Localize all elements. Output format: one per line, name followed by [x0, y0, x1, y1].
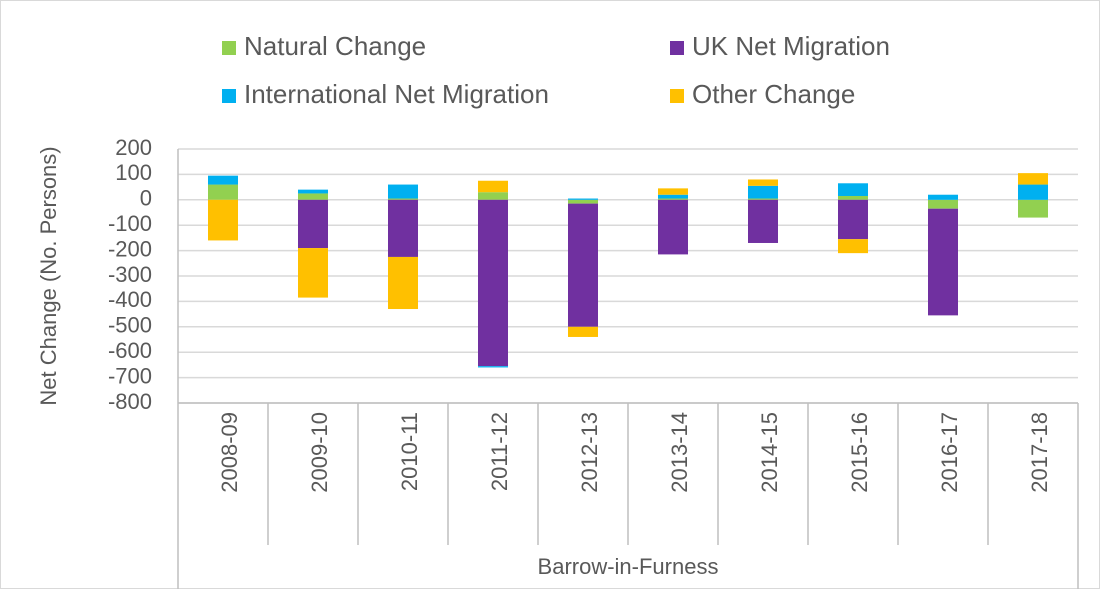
bar-segment — [658, 198, 688, 200]
bar-segment — [298, 189, 328, 194]
bar-segment — [478, 192, 508, 200]
bar-segment — [388, 198, 418, 200]
y-tick-label: -700 — [108, 363, 152, 388]
y-tick-label: 0 — [140, 186, 152, 211]
bar-segment — [568, 199, 598, 204]
bar-segment — [298, 248, 328, 298]
bar-segment — [568, 326, 598, 337]
bar-segment — [1018, 184, 1048, 200]
x-tick-label: 2013-14 — [667, 412, 692, 493]
bar-segment — [748, 179, 778, 186]
legend-label: Other Change — [692, 79, 855, 109]
legend-swatch — [222, 41, 236, 55]
bar-segment — [388, 184, 418, 199]
group-label: Barrow-in-Furness — [538, 554, 719, 579]
bar-segment — [748, 198, 778, 200]
y-tick-label: 200 — [115, 135, 152, 160]
bar-segment — [478, 199, 508, 367]
x-tick-label: 2017-18 — [1027, 412, 1052, 493]
bar-segment — [298, 199, 328, 249]
bar-segment — [1018, 173, 1048, 185]
bar-segment — [478, 366, 508, 368]
x-tick-label: 2012-13 — [577, 412, 602, 493]
bar-segment — [208, 175, 238, 185]
bar-segment — [748, 199, 778, 243]
y-tick-label: -200 — [108, 236, 152, 261]
bar-segment — [298, 193, 328, 200]
bar-segment — [208, 199, 238, 241]
y-tick-label: -500 — [108, 313, 152, 338]
y-tick-label: -300 — [108, 262, 152, 287]
y-tick-label: -600 — [108, 338, 152, 363]
bar-segment — [568, 203, 598, 327]
x-tick-label: 2015-16 — [847, 412, 872, 493]
bar-segment — [208, 184, 238, 200]
bar-segment — [1018, 199, 1048, 218]
bar-segment — [658, 194, 688, 199]
legend-swatch — [222, 89, 236, 103]
y-tick-label: -800 — [108, 389, 152, 414]
bar-segment — [838, 239, 868, 254]
bar-segment — [838, 199, 868, 240]
bar-segment — [478, 180, 508, 193]
x-tick-label: 2008-09 — [217, 412, 242, 493]
bar-segment — [658, 188, 688, 195]
bar-segment — [388, 199, 418, 257]
legend-label: Natural Change — [244, 31, 426, 61]
bar-segment — [388, 256, 418, 310]
x-tick-label: 2011-12 — [487, 412, 512, 491]
legend-label: International Net Migration — [244, 79, 549, 109]
y-tick-label: 100 — [115, 160, 152, 185]
bar-segment — [928, 194, 958, 200]
legend-swatch — [670, 41, 684, 55]
bar-segment — [748, 185, 778, 199]
bar-segment — [928, 208, 958, 316]
legend-label: UK Net Migration — [692, 31, 890, 61]
x-tick-label: 2009-10 — [307, 412, 332, 493]
y-tick-label: -400 — [108, 287, 152, 312]
bar-segment — [658, 199, 688, 255]
legend-swatch — [670, 89, 684, 103]
bar-segment — [838, 195, 868, 200]
y-axis-title: Net Change (No. Persons) — [36, 146, 61, 405]
y-tick-label: -100 — [108, 211, 152, 236]
x-tick-label: 2016-17 — [937, 412, 962, 493]
bar-segment — [928, 199, 958, 209]
x-tick-label: 2010-11 — [397, 412, 422, 491]
x-tick-label: 2014-15 — [757, 412, 782, 493]
bar-segment — [838, 183, 868, 196]
bar-segment — [568, 198, 598, 200]
